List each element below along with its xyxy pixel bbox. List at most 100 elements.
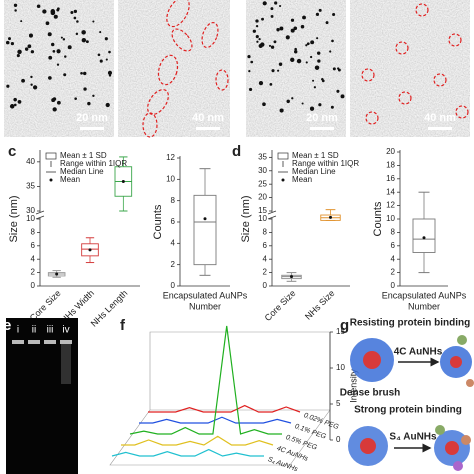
particle	[262, 102, 266, 107]
particle	[51, 42, 55, 47]
particle	[293, 50, 298, 54]
legend-label: Median Line	[292, 167, 336, 176]
particle	[75, 32, 79, 36]
particle	[52, 49, 56, 53]
particle	[285, 35, 290, 40]
particle	[317, 59, 321, 63]
protein	[466, 379, 474, 387]
panel-label: f	[120, 317, 126, 334]
x-tick-label: Core Size	[263, 288, 298, 323]
y-tick-label: 4	[31, 254, 36, 263]
particle	[248, 70, 251, 73]
particle	[73, 9, 78, 14]
legend-icon	[49, 178, 53, 182]
particle	[255, 19, 259, 23]
particle	[27, 44, 32, 49]
particle	[13, 3, 18, 8]
particle	[47, 32, 52, 37]
particle	[329, 50, 332, 53]
particle	[14, 9, 17, 12]
panel-label: g	[340, 317, 349, 334]
particle	[316, 51, 321, 55]
particle	[107, 70, 113, 75]
particle-core	[360, 438, 376, 454]
lane-label: iv	[62, 325, 69, 336]
particle	[312, 79, 315, 82]
particle	[97, 53, 101, 57]
particle	[42, 9, 47, 14]
particle	[67, 45, 72, 50]
particle	[296, 58, 302, 64]
particle	[337, 67, 340, 70]
particle	[62, 38, 66, 41]
particle	[325, 21, 329, 25]
particle	[247, 54, 251, 59]
y-tick-label: 35	[258, 152, 267, 161]
y-axis-label: Counts	[152, 204, 164, 239]
back-wall	[149, 331, 331, 411]
x-axis-label: Number	[408, 301, 440, 311]
micrograph	[118, 0, 230, 137]
particle	[33, 85, 38, 90]
particle	[313, 86, 316, 89]
particle	[10, 41, 14, 46]
particle	[99, 31, 102, 34]
y-tick-label: 20	[258, 193, 267, 202]
particle	[81, 37, 87, 43]
particle	[105, 102, 110, 108]
particle-core	[450, 356, 462, 368]
micrograph	[350, 0, 470, 137]
y-tick-label: 4	[391, 254, 396, 263]
series-line	[148, 404, 301, 413]
particle	[331, 39, 334, 43]
y-tick-label: 25	[258, 179, 267, 188]
y-tick-label: 6	[391, 241, 396, 250]
particle	[250, 60, 254, 64]
particle	[270, 15, 274, 18]
y-tick-label: 4	[171, 238, 176, 247]
particle	[74, 97, 77, 100]
arrow-label: S₄ AuNHs	[389, 432, 437, 443]
y-tick-label: 2	[263, 268, 268, 277]
particle	[48, 76, 52, 80]
particle	[99, 59, 103, 63]
y-tick-label: 8	[31, 228, 36, 237]
particle	[268, 44, 272, 47]
particle	[92, 94, 95, 97]
particle	[279, 26, 284, 31]
particle	[56, 100, 61, 105]
y-tick-label: 0	[263, 281, 268, 290]
x-tick-label: Encapsulated AuNPs	[382, 290, 467, 300]
micrograph	[4, 0, 114, 137]
particle	[30, 83, 33, 86]
y-tick-label: 2	[31, 268, 36, 277]
particle	[290, 28, 295, 33]
particle-core	[363, 351, 381, 369]
box	[193, 194, 217, 266]
particle	[85, 40, 89, 44]
y-tick-label: 0	[31, 281, 36, 290]
mean-dot	[422, 236, 426, 240]
particle	[276, 28, 280, 32]
particle	[305, 61, 308, 64]
legend-label: Mean	[292, 175, 312, 184]
panel-label: e	[3, 317, 11, 334]
scale-label: 20 nm	[76, 112, 108, 124]
axis-break	[267, 210, 277, 215]
y-tick-label: 8	[171, 196, 176, 205]
particle	[30, 75, 33, 79]
y-tick-label: 14	[386, 187, 395, 196]
particle	[53, 14, 58, 19]
protein	[453, 461, 463, 471]
particle	[305, 44, 308, 47]
particle	[70, 10, 74, 15]
y-axis-label: Intensity	[348, 369, 358, 403]
particle	[255, 24, 259, 28]
particle	[273, 40, 277, 44]
particle	[6, 84, 10, 88]
particle-core	[445, 441, 459, 455]
particle	[56, 49, 61, 54]
particle	[314, 65, 320, 70]
axis-break	[35, 210, 45, 215]
annotation-ellipses	[142, 0, 469, 138]
